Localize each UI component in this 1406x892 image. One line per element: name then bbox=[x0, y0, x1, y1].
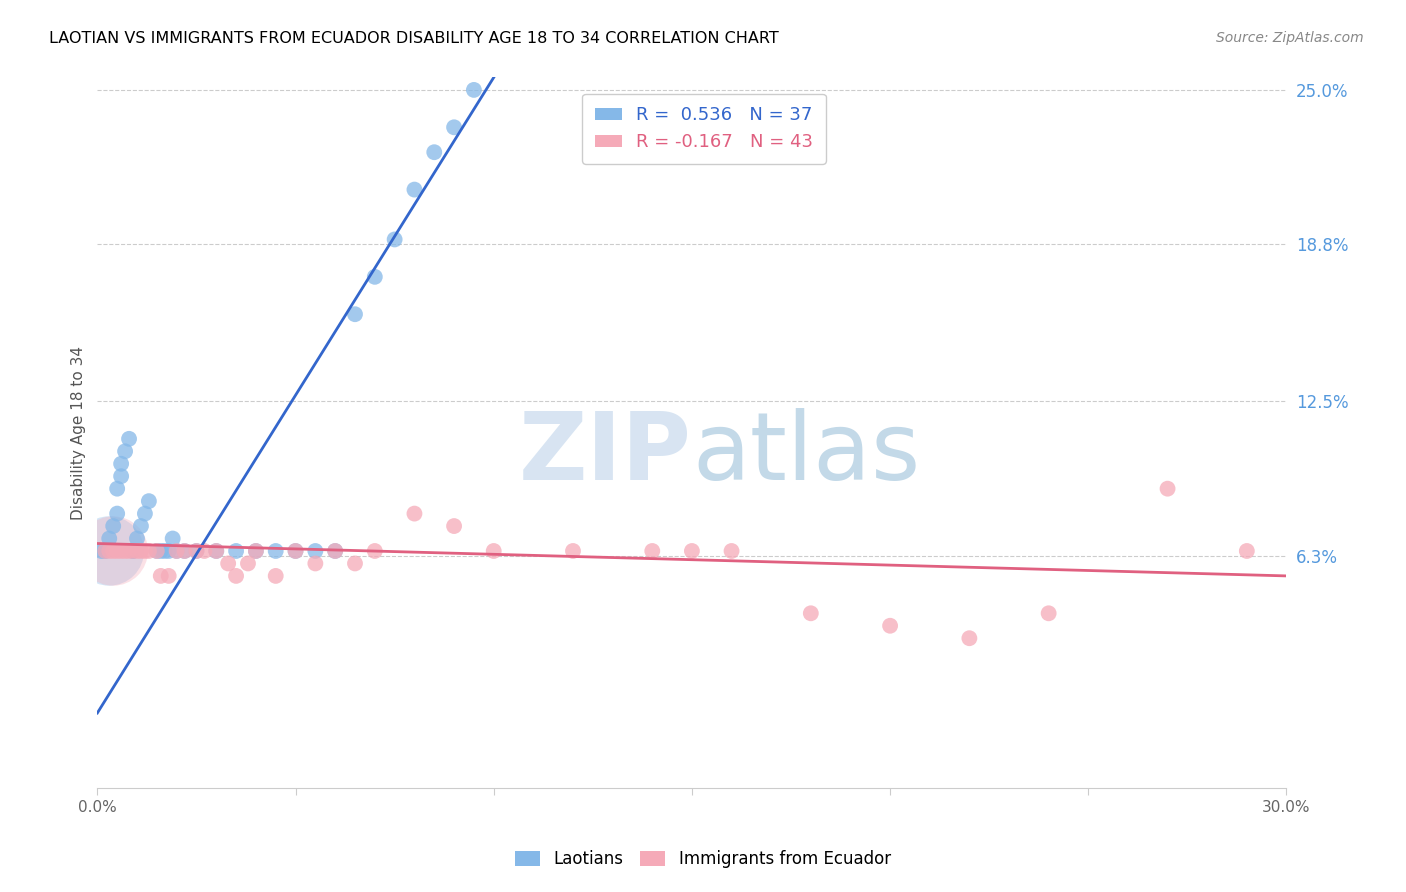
Point bbox=[129, 544, 152, 558]
Point bbox=[134, 544, 156, 558]
Point bbox=[404, 183, 426, 197]
Point bbox=[323, 544, 346, 558]
Point bbox=[103, 519, 125, 533]
Point bbox=[125, 532, 148, 546]
Point bbox=[118, 432, 141, 446]
Point bbox=[720, 544, 742, 558]
Point bbox=[103, 544, 125, 558]
Point bbox=[364, 544, 387, 558]
Point bbox=[118, 544, 141, 558]
Point bbox=[138, 494, 160, 508]
Point bbox=[384, 232, 406, 246]
Point bbox=[166, 544, 188, 558]
Point bbox=[264, 569, 287, 583]
Text: ZIP: ZIP bbox=[519, 408, 692, 500]
Point bbox=[134, 507, 156, 521]
Point bbox=[463, 83, 485, 97]
Point bbox=[94, 544, 117, 558]
Point bbox=[443, 120, 465, 135]
Point bbox=[110, 469, 132, 483]
Point bbox=[245, 544, 267, 558]
Point bbox=[105, 544, 128, 558]
Point bbox=[146, 544, 169, 558]
Point bbox=[957, 631, 980, 645]
Point bbox=[98, 532, 121, 546]
Point bbox=[110, 544, 132, 558]
Point bbox=[98, 544, 121, 558]
Point bbox=[245, 544, 267, 558]
Text: LAOTIAN VS IMMIGRANTS FROM ECUADOR DISABILITY AGE 18 TO 34 CORRELATION CHART: LAOTIAN VS IMMIGRANTS FROM ECUADOR DISAB… bbox=[49, 31, 779, 46]
Text: atlas: atlas bbox=[692, 408, 920, 500]
Point bbox=[562, 544, 585, 558]
Point bbox=[162, 532, 184, 546]
Point bbox=[157, 544, 180, 558]
Point bbox=[284, 544, 307, 558]
Point bbox=[110, 457, 132, 471]
Point bbox=[1156, 482, 1178, 496]
Point bbox=[98, 544, 121, 558]
Point bbox=[236, 557, 259, 571]
Point bbox=[1236, 544, 1258, 558]
Point bbox=[103, 544, 125, 558]
Point bbox=[153, 544, 176, 558]
Point bbox=[186, 544, 208, 558]
Point bbox=[205, 544, 228, 558]
Point bbox=[482, 544, 505, 558]
Text: Source: ZipAtlas.com: Source: ZipAtlas.com bbox=[1216, 31, 1364, 45]
Point bbox=[1038, 607, 1060, 621]
Point bbox=[122, 544, 145, 558]
Point bbox=[149, 544, 172, 558]
Point bbox=[105, 507, 128, 521]
Point bbox=[157, 569, 180, 583]
Point bbox=[304, 557, 326, 571]
Point bbox=[193, 544, 215, 558]
Point bbox=[225, 569, 247, 583]
Legend: Laotians, Immigrants from Ecuador: Laotians, Immigrants from Ecuador bbox=[509, 844, 897, 875]
Point bbox=[129, 519, 152, 533]
Point bbox=[225, 544, 247, 558]
Point bbox=[264, 544, 287, 558]
Legend: R =  0.536   N = 37, R = -0.167   N = 43: R = 0.536 N = 37, R = -0.167 N = 43 bbox=[582, 94, 825, 164]
Point bbox=[166, 544, 188, 558]
Point bbox=[879, 619, 901, 633]
Point bbox=[284, 544, 307, 558]
Point bbox=[323, 544, 346, 558]
Point bbox=[205, 544, 228, 558]
Point bbox=[404, 507, 426, 521]
Point bbox=[800, 607, 823, 621]
Point bbox=[173, 544, 195, 558]
Point bbox=[90, 544, 112, 558]
Point bbox=[149, 569, 172, 583]
Point bbox=[343, 307, 366, 321]
Point bbox=[217, 557, 239, 571]
Point bbox=[94, 544, 117, 558]
Point bbox=[343, 557, 366, 571]
Point bbox=[423, 145, 446, 160]
Y-axis label: Disability Age 18 to 34: Disability Age 18 to 34 bbox=[72, 345, 86, 520]
Point bbox=[105, 482, 128, 496]
Point bbox=[125, 544, 148, 558]
Point bbox=[173, 544, 195, 558]
Point bbox=[146, 544, 169, 558]
Point bbox=[641, 544, 664, 558]
Point bbox=[114, 444, 136, 458]
Point bbox=[138, 544, 160, 558]
Point bbox=[364, 269, 387, 284]
Point bbox=[114, 544, 136, 558]
Point bbox=[122, 544, 145, 558]
Point bbox=[304, 544, 326, 558]
Point bbox=[681, 544, 703, 558]
Point bbox=[443, 519, 465, 533]
Point bbox=[186, 544, 208, 558]
